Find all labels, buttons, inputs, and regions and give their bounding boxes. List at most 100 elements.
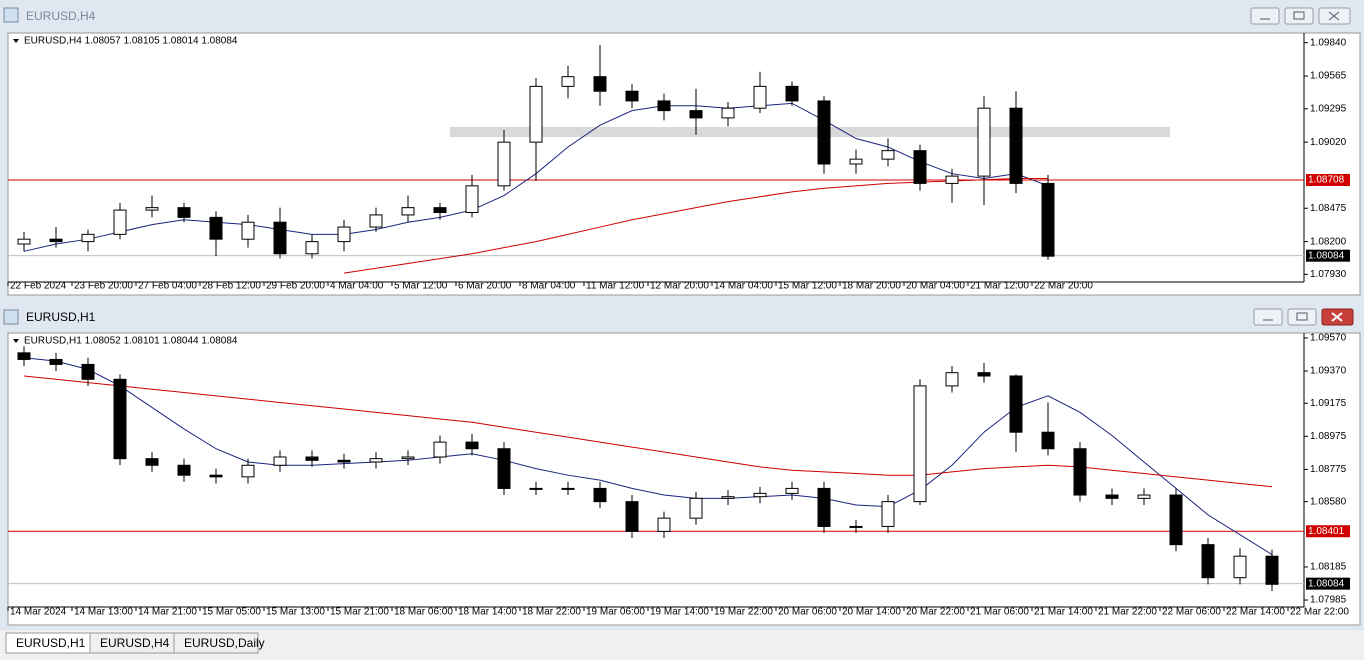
window-buttons[interactable] (1250, 7, 1351, 25)
candle-body (657, 100, 671, 112)
chart-info: EURUSD,H1 1.08052 1.08101 1.08044 1.0808… (24, 336, 238, 347)
candle-body (273, 456, 287, 466)
y-tick-label: 1.09020 (1310, 137, 1347, 148)
candle-body (977, 372, 991, 377)
tab-label[interactable]: EURUSD,H1 (16, 636, 86, 650)
candle-body (1041, 431, 1055, 450)
candle-body (753, 85, 767, 109)
tab-label[interactable]: EURUSD,H4 (100, 636, 170, 650)
candle-body (433, 441, 447, 458)
x-tick-label: 21 Mar 14:00 (1034, 607, 1093, 618)
candle-body (593, 76, 607, 92)
candle-body (81, 233, 95, 243)
x-tick-label: 19 Mar 06:00 (586, 607, 645, 618)
level-label: 1.08708 (1308, 175, 1345, 186)
candle-body (849, 158, 863, 165)
level-label-bg (1306, 174, 1350, 186)
candle-body (369, 458, 383, 463)
chart-area (7, 332, 1361, 626)
candle-body (49, 358, 63, 365)
candle-body (1009, 375, 1023, 433)
y-tick-label: 1.09840 (1310, 37, 1347, 48)
candle-body (81, 363, 95, 380)
tab-label[interactable]: EURUSD,Daily (184, 636, 265, 650)
candle-body (1041, 182, 1055, 257)
x-tick-label: 18 Mar 14:00 (458, 607, 517, 618)
candle-body (465, 441, 479, 450)
y-tick-label: 1.08580 (1310, 496, 1347, 507)
candle-body (241, 221, 255, 240)
price-label-bg (1306, 249, 1350, 262)
x-tick-label: 14 Mar 04:00 (714, 281, 773, 292)
x-tick-label: 18 Mar 06:00 (394, 607, 453, 618)
candle-body (753, 492, 767, 498)
candle-body (785, 85, 799, 102)
candle-body (913, 385, 927, 503)
price-label: 1.08084 (1308, 250, 1345, 261)
y-tick-label: 1.09175 (1310, 398, 1347, 409)
x-tick-label: 21 Mar 06:00 (970, 607, 1029, 618)
x-tick-label: 8 Mar 04:00 (522, 281, 576, 292)
window-buttons[interactable] (1253, 308, 1354, 326)
candle-body (145, 458, 159, 466)
candle-body (1137, 494, 1151, 499)
level-label-bg (1306, 525, 1350, 538)
y-tick-label: 1.09570 (1310, 333, 1347, 344)
candle-body (465, 185, 479, 214)
candle-body (689, 497, 703, 519)
candle-body (561, 487, 575, 490)
y-tick-label: 1.07985 (1310, 595, 1347, 606)
x-tick-label: 20 Mar 14:00 (842, 607, 901, 618)
x-tick-label: 6 Mar 20:00 (458, 281, 512, 292)
candle-body (337, 226, 351, 243)
x-tick-label: 14 Mar 21:00 (138, 607, 197, 618)
window-icon (3, 309, 19, 325)
candle-body (913, 150, 927, 184)
candle-body (49, 238, 63, 243)
candle-body (17, 238, 31, 245)
candle-body (113, 209, 127, 235)
candle-body (593, 487, 607, 503)
candle-body (561, 76, 575, 87)
y-tick-label: 1.08475 (1310, 203, 1347, 214)
y-tick-label: 1.08200 (1310, 236, 1347, 247)
x-tick-label: 22 Mar 14:00 (1226, 607, 1285, 618)
x-tick-label: 23 Feb 20:00 (74, 281, 133, 292)
candle-body (401, 456, 415, 460)
candle-body (433, 207, 447, 214)
tab-bar (0, 632, 1364, 655)
info-arrow (13, 339, 19, 343)
x-tick-label: 22 Mar 20:00 (1034, 281, 1093, 292)
x-tick-label: 19 Mar 14:00 (650, 607, 709, 618)
candle-body (337, 459, 351, 463)
candle-body (305, 456, 319, 461)
x-tick-label: 29 Feb 20:00 (266, 281, 325, 292)
x-tick-label: 11 Mar 12:00 (586, 281, 645, 292)
tab[interactable] (173, 632, 259, 654)
candle-body (817, 487, 831, 527)
x-tick-label: 4 Mar 04:00 (330, 281, 384, 292)
candle-body (401, 207, 415, 216)
candle-body (145, 207, 159, 211)
candle-body (113, 378, 127, 460)
x-tick-label: 20 Mar 22:00 (906, 607, 965, 618)
x-tick-label: 18 Mar 20:00 (842, 281, 901, 292)
x-tick-label: 15 Mar 21:00 (330, 607, 389, 618)
candle-body (305, 241, 319, 255)
candle-body (209, 474, 223, 478)
candle-body (1169, 494, 1183, 546)
candle-body (1201, 544, 1215, 579)
candle-body (881, 501, 895, 527)
x-tick-label: 15 Mar 05:00 (202, 607, 261, 618)
y-tick-label: 1.09370 (1310, 366, 1347, 377)
candle-body (945, 175, 959, 184)
x-tick-label: 27 Feb 04:00 (138, 281, 197, 292)
candle-body (1073, 448, 1087, 496)
candle-body (1233, 555, 1247, 579)
candle-body (785, 487, 799, 494)
zone (450, 127, 1170, 137)
candle-body (241, 464, 255, 478)
x-tick-label: 15 Mar 12:00 (778, 281, 837, 292)
